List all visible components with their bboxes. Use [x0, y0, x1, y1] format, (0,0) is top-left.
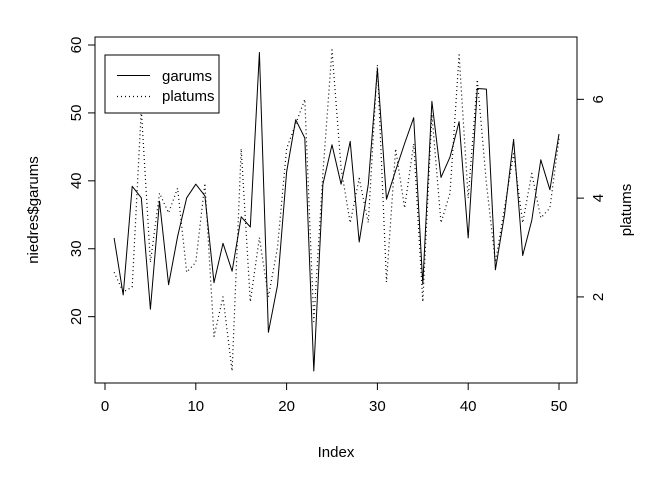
legend: garums platums	[104, 54, 220, 114]
y-tick-label-left: 40	[68, 172, 85, 189]
x-axis-label: Index	[318, 444, 355, 461]
x-tick-label: 10	[187, 398, 204, 415]
x-tick-label: 20	[278, 398, 295, 415]
y-tick-label-left: 30	[68, 240, 85, 257]
y-tick-label-right: 6	[590, 95, 607, 103]
series-line-garums	[113, 52, 560, 372]
y-tick-label-left: 50	[68, 105, 85, 122]
legend-box	[104, 54, 220, 114]
y-axis-label-left: niedres$garums	[25, 156, 42, 264]
axes: 0 10 20 30 40 50 20 30 40 50 60 2 4 6	[68, 37, 607, 415]
series-line-platums	[113, 49, 560, 372]
series-layer	[113, 49, 560, 372]
x-tick-label: 40	[460, 398, 477, 415]
y-tick-label-left: 60	[68, 37, 85, 54]
y-axis-label-right: platums	[618, 184, 635, 237]
legend-label-garums: garums	[162, 68, 212, 85]
x-tick-label: 30	[369, 398, 386, 415]
y-tick-label-left: 20	[68, 308, 85, 325]
x-tick-label: 50	[551, 398, 568, 415]
legend-label-platums: platums	[162, 88, 215, 105]
x-tick-label: 0	[101, 398, 109, 415]
y-tick-label-right: 2	[590, 293, 607, 301]
y-tick-label-right: 4	[590, 194, 607, 202]
